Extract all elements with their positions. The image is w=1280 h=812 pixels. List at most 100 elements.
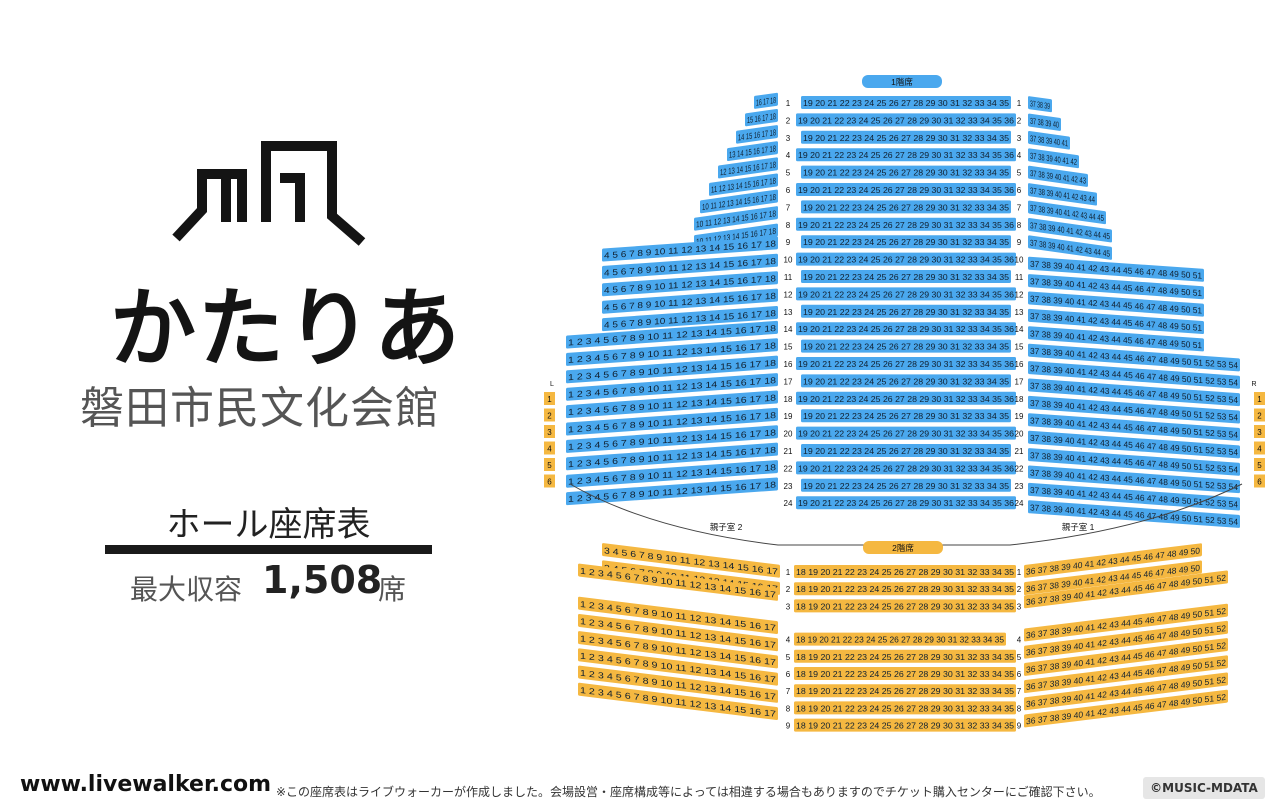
f2-center-seats-row-5: 18 19 20 21 22 23 24 25 26 27 28 29 30 3… [794,649,1016,663]
left-seats-row-17-bg [566,355,778,384]
center-seats-row-22: 19 20 21 22 23 24 25 26 27 28 29 30 31 3… [796,461,1016,475]
left-seats-row-11-bg [602,253,778,279]
center-seats-row-4-numbers: 19 20 21 22 23 24 25 26 27 28 29 30 31 3… [798,150,1014,160]
row-label-left-13: 13 [784,308,793,317]
f2-center-seats-row-7-bg [794,684,1016,698]
f2-row-label-left-3: 3 [786,602,791,611]
center-seats-row-18: 19 20 21 22 23 24 25 26 27 28 29 30 31 3… [796,391,1016,405]
right-seats-row-11-bg [1028,274,1204,300]
center-seats-row-19: 19 20 21 22 23 24 25 26 27 28 29 30 31 3… [801,409,1011,423]
center-seats-row-24-bg [796,496,1016,510]
row-label-left-24: 24 [784,499,793,508]
row-label-left-3: 3 [786,134,791,143]
f2-center-seats-row-5-bg [794,649,1016,663]
center-seats-row-15-numbers: 19 20 21 22 23 24 25 26 27 28 29 30 31 3… [803,342,1009,352]
row-label-left-15: 15 [784,343,793,352]
center-seats-row-9-numbers: 19 20 21 22 23 24 25 26 27 28 29 30 31 3… [803,237,1009,247]
left-seats-row-24-bg [566,477,778,506]
f2-left-seats-row-1-bg [602,543,780,578]
right-seats-row-3: 37 38 39 40 41 [1028,130,1070,150]
floor-1-label-bg [862,75,942,88]
left-seats-row-2: 15 16 17 18 [745,108,778,127]
row-label-right-12: 12 [1015,290,1024,299]
f2-center-seats-row-6-numbers: 18 19 20 21 22 23 24 25 26 27 28 29 30 3… [796,669,1014,679]
row-label-left-14: 14 [784,325,793,334]
row-label-right-20: 20 [1015,430,1024,439]
capacity-label: 最大収容 [130,573,243,606]
box-right-seat-4 [1254,441,1265,455]
f2-center-seats-row-5-numbers: 18 19 20 21 22 23 24 25 26 27 28 29 30 3… [796,652,1014,662]
f2-center-seats-row-8-bg [794,701,1016,715]
left-seats-row-10-bg [602,236,778,262]
right-seats-row-2-numbers: 37 38 39 40 [1030,116,1059,130]
center-seats-row-8: 19 20 21 22 23 24 25 26 27 28 29 30 31 3… [796,217,1016,231]
right-seats-row-22-bg [1028,465,1240,494]
center-seats-row-1: 19 20 21 22 23 24 25 26 27 28 29 30 31 3… [801,96,1011,109]
f2-center-seats-row-9-bg [794,718,1016,732]
row-label-right-2: 2 [1017,116,1022,125]
row-label-left-10: 10 [784,256,793,265]
f2-row-label-left-4: 4 [786,636,791,645]
footer-url[interactable]: www.livewalker.com [20,772,272,797]
left-seats-row-2-bg [745,108,778,127]
center-seats-row-13: 19 20 21 22 23 24 25 26 27 28 29 30 31 3… [801,304,1011,318]
f2-row-label-right-5: 5 [1017,653,1022,662]
row-label-left-8: 8 [786,221,791,230]
f2-center-seats-row-3-numbers: 18 19 20 21 22 23 24 25 26 27 28 29 30 3… [796,601,1014,611]
row-label-left-22: 22 [784,464,793,473]
left-seats-row-1-numbers: 16 17 18 [756,95,776,108]
row-label-left-7: 7 [786,203,791,212]
f2-center-seats-row-9-numbers: 18 19 20 21 22 23 24 25 26 27 28 29 30 3… [796,721,1014,731]
seat-table-title: ホール座席表 [166,505,371,545]
right-seats-row-20-bg [1028,430,1240,459]
f2-row-label-left-2: 2 [786,585,791,594]
center-seats-row-21-bg [801,444,1011,457]
row-label-right-10: 10 [1015,256,1024,265]
center-seats-row-7-bg [801,200,1011,214]
f2-center-seats-row-9: 18 19 20 21 22 23 24 25 26 27 28 29 30 3… [794,718,1016,732]
f2-right-seats-row-4-bg [1024,603,1228,642]
left-seats-row-2-numbers: 15 16 17 18 [747,111,776,125]
center-seats-row-19-numbers: 19 20 21 22 23 24 25 26 27 28 29 30 31 3… [803,411,1009,421]
left-seats-row-16-bg [566,338,778,366]
center-seats-row-12-numbers: 19 20 21 22 23 24 25 26 27 28 29 30 31 3… [798,289,1014,299]
floor-2-section: 18 19 20 21 22 23 24 25 26 27 28 29 30 3… [578,543,1228,732]
floor-1-label: 1階席 [891,77,913,87]
box-right-seat-3 [1254,425,1265,438]
right-seats-row-13-bg [1028,308,1204,335]
row-label-right-8: 8 [1017,221,1022,230]
left-seats-row-18-bg [566,373,778,401]
f2-center-seats-row-2: 18 19 20 21 22 23 24 25 26 27 28 29 30 3… [794,582,1016,596]
center-seats-row-4: 19 20 21 22 23 24 25 26 27 28 29 30 31 3… [796,148,1016,162]
box-left-label: L [550,381,554,388]
center-seats-row-13-numbers: 19 20 21 22 23 24 25 26 27 28 29 30 31 3… [803,307,1009,317]
center-seats-row-17-numbers: 19 20 21 22 23 24 25 26 27 28 29 30 31 3… [803,376,1009,386]
box-left-seat-4 [544,441,555,455]
right-seats-row-9-numbers: 37 38 39 40 41 42 43 44 45 [1030,238,1110,259]
center-seats-row-5: 19 20 21 22 23 24 25 26 27 28 29 30 31 3… [801,165,1011,179]
row-label-right-22: 22 [1015,464,1024,473]
row-label-right-24: 24 [1015,499,1024,508]
center-seats-row-20-bg [796,426,1016,440]
left-seats-row-14-bg [602,305,778,332]
row-label-right-15: 15 [1015,343,1024,352]
row-label-right-18: 18 [1015,395,1024,404]
center-seats-row-17-bg [801,374,1011,388]
center-seats-row-9-bg [801,235,1011,249]
box-left-seat-number-4: 4 [547,445,552,454]
f2-right-seats-row-5-bg [1024,620,1228,659]
right-seats-row-4-bg [1028,148,1079,169]
f2-right-seats-row-9-bg [1024,689,1228,728]
f2-center-seats-row-8-numbers: 18 19 20 21 22 23 24 25 26 27 28 29 30 3… [796,703,1014,713]
center-seats-row-11-numbers: 19 20 21 22 23 24 25 26 27 28 29 30 31 3… [803,272,1009,282]
center-seats-row-6-bg [796,183,1016,196]
f2-center-seats-row-2-bg [794,582,1016,596]
row-label-right-7: 7 [1017,203,1022,212]
row-label-left-6: 6 [786,186,791,195]
f2-center-seats-row-2-numbers: 18 19 20 21 22 23 24 25 26 27 28 29 30 3… [796,584,1014,594]
left-seats-row-7-bg [700,189,778,214]
center-seats-row-22-numbers: 19 20 21 22 23 24 25 26 27 28 29 30 31 3… [798,463,1014,473]
left-seats-row-1: 16 17 18 [754,92,778,109]
box-left-seat-number-2: 2 [547,412,552,421]
row-label-left-2: 2 [786,116,791,125]
